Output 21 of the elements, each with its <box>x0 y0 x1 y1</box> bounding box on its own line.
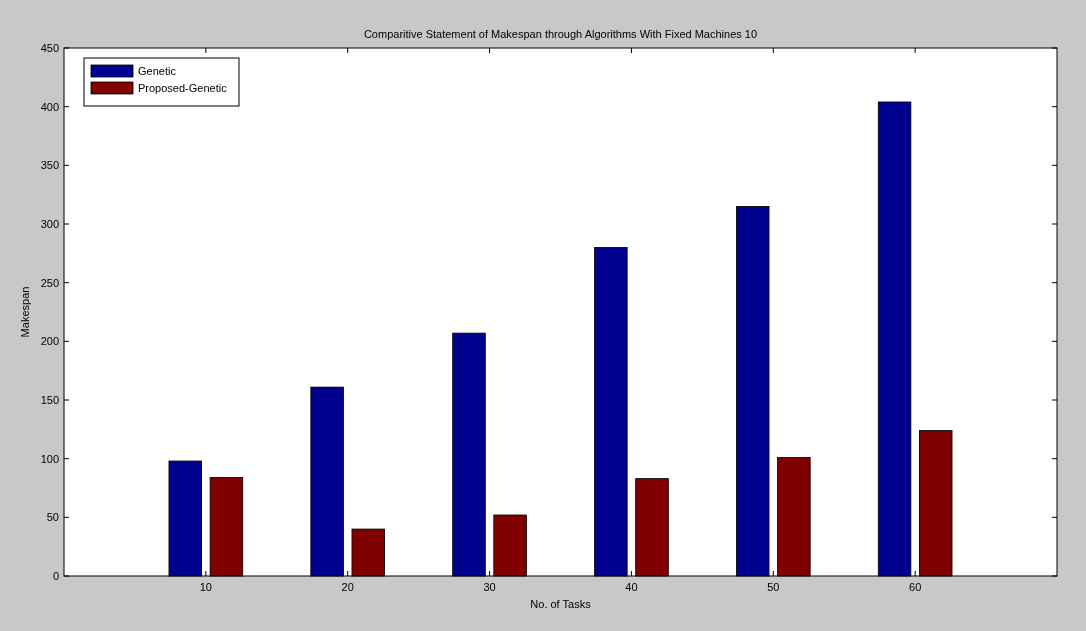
y-tick-label: 450 <box>40 41 59 54</box>
chart-title: Comparitive Statement of Makespan through Algorithms With Fixed Machines 10 <box>363 28 758 40</box>
x-tick-label: 40 <box>625 581 638 593</box>
y-tick-label: 0 <box>52 569 59 582</box>
y-tick-label: 400 <box>40 100 59 113</box>
x-tick-label: 20 <box>341 581 354 593</box>
legend-label: Proposed-Genetic <box>138 81 228 94</box>
y-tick-label: 200 <box>40 335 59 348</box>
legend-label: Genetic <box>138 64 177 77</box>
y-tick-label: 250 <box>40 276 59 289</box>
y-tick-label: 350 <box>40 159 59 172</box>
y-tick-label: 100 <box>40 452 59 465</box>
x-axis-title: No. of Tasks <box>530 598 592 610</box>
x-tick-label: 30 <box>483 581 496 593</box>
x-tick-label: 50 <box>767 581 780 593</box>
y-axis-title: Makespan <box>19 286 31 338</box>
x-tick-label: 10 <box>199 581 212 593</box>
x-tick-label: 60 <box>909 581 922 593</box>
y-tick-label: 50 <box>46 511 59 524</box>
y-tick-label: 300 <box>40 217 59 230</box>
y-tick-label: 150 <box>40 393 59 406</box>
